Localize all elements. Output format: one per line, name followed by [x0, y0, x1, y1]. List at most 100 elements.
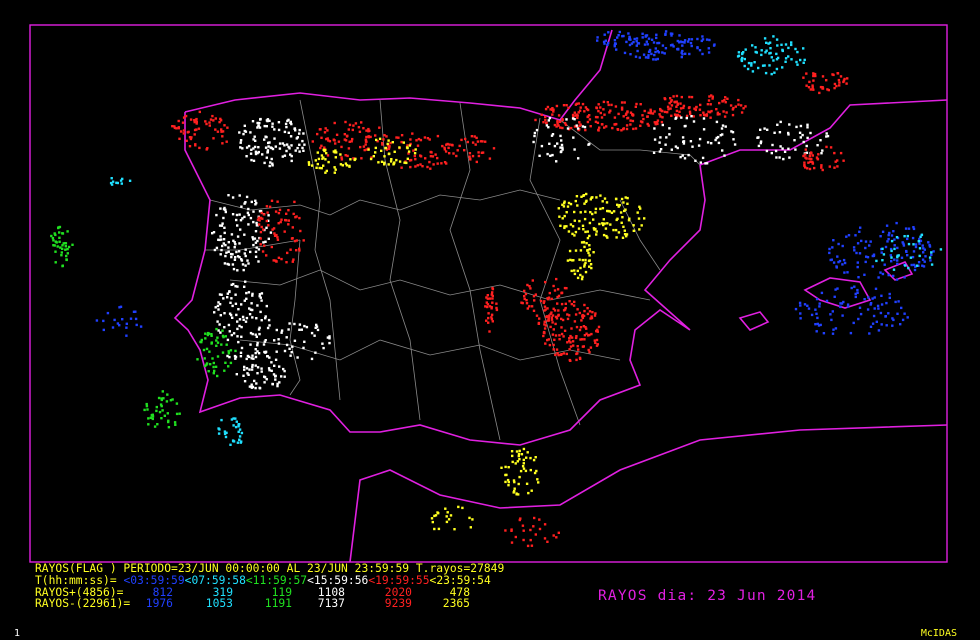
strike: [532, 295, 536, 298]
strike: [211, 232, 214, 235]
strike: [311, 140, 314, 143]
strike: [651, 112, 655, 115]
border: [229, 269, 651, 301]
strike: [318, 166, 321, 170]
strike: [553, 144, 557, 148]
strike: [846, 77, 849, 80]
border: [239, 339, 621, 361]
strike: [666, 105, 670, 108]
strike: [654, 47, 657, 50]
strike: [708, 95, 711, 98]
frame: [29, 24, 948, 563]
strike: [241, 315, 245, 319]
strike: [879, 311, 883, 315]
strike: [615, 122, 618, 126]
strike: [247, 213, 250, 217]
strike: [835, 266, 838, 269]
strike: [759, 128, 762, 131]
strike: [705, 113, 709, 116]
strike: [491, 291, 494, 294]
strike: [255, 221, 258, 225]
strike: [293, 339, 297, 342]
period-label: <19:59:55: [368, 574, 429, 587]
strike: [821, 75, 825, 78]
strike: [584, 210, 587, 213]
strike: [680, 95, 683, 99]
strike: [567, 201, 571, 205]
strike: [255, 317, 258, 320]
strike: [681, 53, 684, 56]
strike: [688, 106, 691, 109]
strike: [434, 514, 438, 517]
strike: [646, 122, 649, 126]
strike: [334, 142, 337, 145]
strike: [544, 118, 547, 122]
strike: [572, 304, 576, 307]
strike: [609, 223, 612, 226]
strike: [551, 314, 555, 317]
strike: [257, 260, 260, 263]
strike: [590, 332, 593, 336]
strike: [857, 276, 860, 279]
strike: [352, 124, 355, 127]
strike: [532, 309, 536, 312]
strike: [544, 107, 548, 111]
strike: [268, 324, 271, 327]
strike: [445, 515, 448, 518]
strike: [761, 64, 765, 67]
strike: [305, 325, 309, 329]
strike: [106, 311, 110, 315]
strike: [520, 453, 524, 456]
strike: [522, 529, 525, 532]
strike: [247, 144, 251, 148]
strike: [263, 381, 266, 384]
strike: [166, 412, 169, 415]
strike: [915, 264, 919, 267]
strike: [626, 196, 629, 200]
strike: [383, 163, 386, 166]
strike: [779, 120, 782, 124]
strike: [552, 348, 555, 351]
strike: [625, 124, 629, 127]
strike: [617, 34, 620, 37]
strike: [623, 229, 626, 232]
strike: [877, 276, 880, 279]
strike: [882, 253, 886, 256]
strike: [125, 334, 128, 337]
strike: [675, 116, 678, 119]
strike: [56, 245, 59, 248]
strike: [755, 51, 758, 54]
strike: [573, 219, 576, 222]
coastlines: [173, 29, 948, 563]
strike: [473, 135, 476, 138]
strike: [617, 112, 620, 116]
strike: [896, 312, 899, 315]
strike: [581, 102, 585, 106]
strike: [447, 146, 450, 150]
strike: [393, 150, 396, 153]
strike: [583, 263, 586, 266]
strike: [630, 42, 634, 45]
strike: [602, 218, 605, 221]
strike: [912, 226, 915, 229]
strike: [688, 95, 691, 99]
strike: [226, 292, 229, 295]
strike: [710, 142, 713, 145]
strike: [250, 302, 253, 305]
strike: [840, 302, 844, 305]
strike: [252, 357, 255, 360]
strike: [227, 194, 230, 197]
strike: [537, 481, 540, 484]
strike: [710, 94, 713, 97]
strike: [246, 372, 249, 375]
strike: [663, 52, 666, 55]
strike: [256, 151, 259, 155]
strike: [273, 339, 276, 342]
strike: [323, 131, 327, 134]
strike: [742, 107, 745, 110]
strike: [669, 97, 672, 100]
strike: [281, 155, 284, 158]
strike: [523, 295, 526, 298]
strike: [275, 350, 278, 353]
